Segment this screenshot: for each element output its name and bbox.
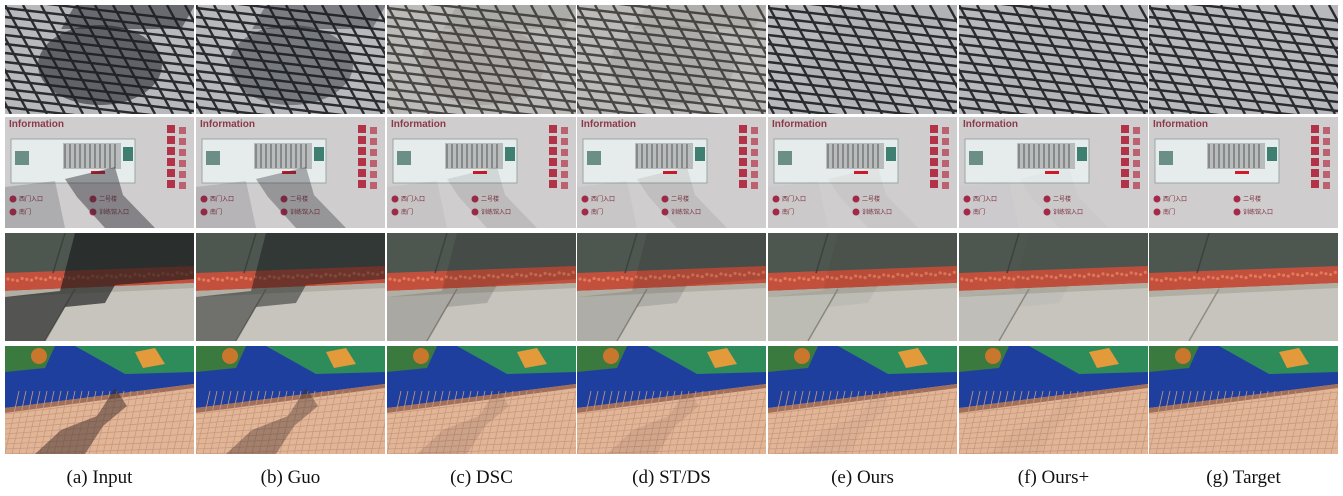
- caption-oursp: (f) Ours+: [1017, 467, 1090, 488]
- caption-target: (g) Target: [1206, 467, 1281, 488]
- grid-tiles-input-image: [5, 5, 194, 114]
- pavement-curb-target-image: [1149, 233, 1338, 341]
- svg-text:训练馆入口: 训练馆入口: [1243, 208, 1273, 216]
- grid-tiles-ours-image: [768, 5, 957, 114]
- svg-text:Information: Information: [9, 119, 64, 130]
- caption-guo: (b) Guo: [260, 467, 321, 488]
- mosaic-wall-input-image: [5, 346, 194, 454]
- grid-tiles-dsc-image: [387, 5, 576, 114]
- pavement-curb-guo-image: [196, 233, 385, 341]
- svg-text:南门: 南门: [782, 208, 794, 216]
- pavement-curb-ours-image: [768, 233, 957, 341]
- grid-tiles-guo-image: [196, 5, 385, 114]
- svg-text:南门: 南门: [973, 208, 985, 216]
- svg-text:西门入口: 西门入口: [591, 195, 615, 203]
- svg-text:二号楼: 二号楼: [1053, 195, 1071, 203]
- svg-text:南门: 南门: [591, 208, 603, 216]
- svg-text:二号楼: 二号楼: [862, 195, 880, 203]
- svg-text:二号楼: 二号楼: [290, 195, 308, 203]
- svg-text:西门入口: 西门入口: [19, 195, 43, 203]
- svg-text:西门入口: 西门入口: [1163, 195, 1187, 203]
- information-sign-stds-image: Information 西门入口 二号楼南门 训练馆入口: [577, 117, 766, 228]
- information-sign-oursp-image: Information 西门入口 二号楼南门 训练馆入口: [959, 117, 1148, 228]
- caption-stds: (d) ST/DS: [632, 467, 711, 488]
- mosaic-wall-target-image: [1149, 346, 1338, 454]
- caption-ours: (e) Ours: [831, 467, 894, 488]
- information-sign-guo-image: Information 西门入口 二号楼南门 训练馆入口: [196, 117, 385, 228]
- svg-text:西门入口: 西门入口: [782, 195, 806, 203]
- svg-text:西门入口: 西门入口: [210, 195, 234, 203]
- svg-text:二号楼: 二号楼: [481, 195, 499, 203]
- mosaic-wall-guo-image: [196, 346, 385, 454]
- svg-text:二号楼: 二号楼: [671, 195, 689, 203]
- svg-text:Information: Information: [200, 119, 255, 130]
- pavement-curb-oursp-image: [959, 233, 1148, 341]
- svg-text:训练馆入口: 训练馆入口: [99, 208, 129, 216]
- information-sign-target-image: Information 西门入口 二号楼南门 训练馆入口: [1149, 117, 1338, 228]
- svg-text:Information: Information: [391, 119, 446, 130]
- svg-text:二号楼: 二号楼: [99, 195, 117, 203]
- information-sign-ours-image: Information 西门入口 二号楼南门 训练馆入口: [768, 117, 957, 228]
- svg-text:训练馆入口: 训练馆入口: [290, 208, 320, 216]
- svg-text:Information: Information: [772, 119, 827, 130]
- svg-text:南门: 南门: [210, 208, 222, 216]
- svg-text:训练馆入口: 训练馆入口: [862, 208, 892, 216]
- mosaic-wall-dsc-image: [387, 346, 576, 454]
- svg-text:西门入口: 西门入口: [973, 195, 997, 203]
- information-sign-input-image: Information 西门入口 二号楼南门 训练馆入口: [5, 117, 194, 228]
- pavement-curb-stds-image: [577, 233, 766, 341]
- mosaic-wall-ours-image: [768, 346, 957, 454]
- caption-input: (a) Input: [66, 467, 133, 488]
- mosaic-wall-oursp-image: [959, 346, 1148, 454]
- information-sign-dsc-image: Information 西门入口 二号楼南门 训练馆入口: [387, 117, 576, 228]
- svg-text:二号楼: 二号楼: [1243, 195, 1261, 203]
- svg-text:Information: Information: [963, 119, 1018, 130]
- svg-text:Information: Information: [1153, 119, 1208, 130]
- grid-tiles-oursp-image: [959, 5, 1148, 114]
- svg-text:南门: 南门: [1163, 208, 1175, 216]
- svg-text:Information: Information: [581, 119, 636, 130]
- svg-text:西门入口: 西门入口: [401, 195, 425, 203]
- grid-tiles-target-image: [1149, 5, 1338, 114]
- svg-text:南门: 南门: [19, 208, 31, 216]
- pavement-curb-dsc-image: [387, 233, 576, 341]
- pavement-curb-input-image: [5, 233, 194, 341]
- svg-text:训练馆入口: 训练馆入口: [481, 208, 511, 216]
- grid-tiles-stds-image: [577, 5, 766, 114]
- mosaic-wall-stds-image: [577, 346, 766, 454]
- svg-text:训练馆入口: 训练馆入口: [1053, 208, 1083, 216]
- svg-text:训练馆入口: 训练馆入口: [671, 208, 701, 216]
- svg-text:南门: 南门: [401, 208, 413, 216]
- caption-dsc: (c) DSC: [450, 467, 513, 488]
